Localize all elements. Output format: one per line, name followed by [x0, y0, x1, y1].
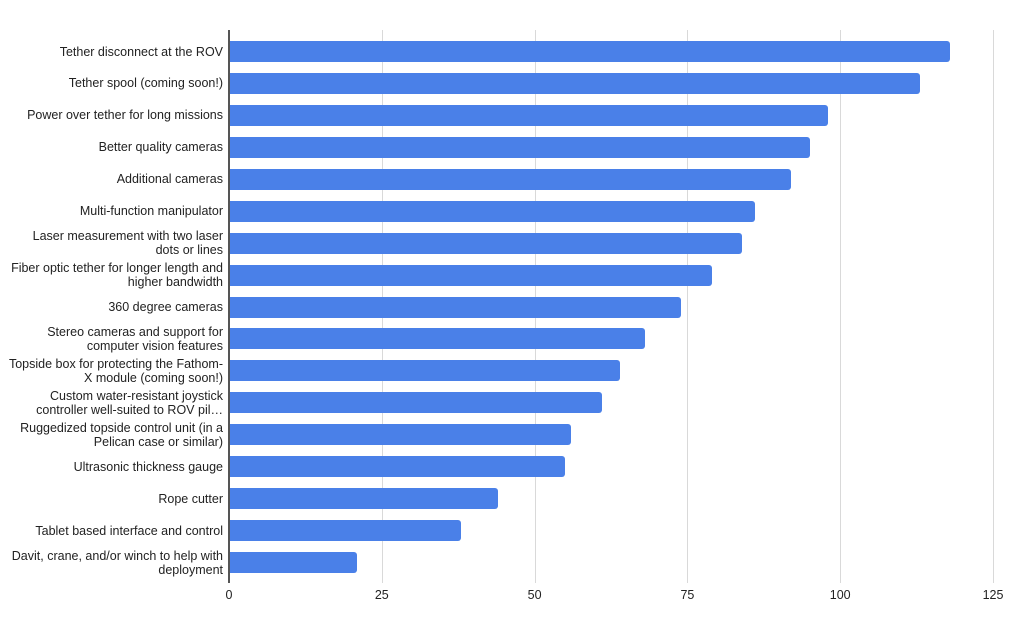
category-label: Additional cameras	[116, 172, 223, 186]
bar	[229, 73, 920, 94]
x-tick-label: 50	[527, 588, 542, 602]
category-label: Topside box for protecting the Fathom-X …	[8, 357, 223, 385]
x-tick-label: 100	[829, 588, 851, 602]
x-tick-label: 0	[225, 588, 233, 602]
category-label: Better quality cameras	[98, 140, 223, 154]
gridline	[993, 30, 994, 583]
category-label: Tether disconnect at the ROV	[59, 45, 223, 59]
category-label: 360 degree cameras	[108, 300, 223, 314]
bar	[229, 297, 681, 318]
category-label: Laser measurement with two laser dots or…	[32, 229, 223, 257]
gridline	[840, 30, 841, 583]
bar	[229, 520, 461, 541]
category-label: Multi-function manipulator	[79, 204, 223, 218]
bar	[229, 456, 565, 477]
x-tick-label: 75	[680, 588, 695, 602]
category-label: Fiber optic tether for longer length and…	[11, 261, 223, 289]
category-label: Davit, crane, and/or winch to help with …	[11, 549, 223, 577]
category-label: Tether spool (coming soon!)	[68, 76, 223, 90]
bar	[229, 137, 810, 158]
bar	[229, 105, 828, 126]
gridline	[687, 30, 688, 583]
category-label: Custom water-resistant joystick controll…	[36, 389, 223, 417]
bar	[229, 328, 645, 349]
bar	[229, 41, 950, 62]
x-tick-label: 125	[982, 588, 1004, 602]
category-label: Rope cutter	[158, 492, 223, 506]
category-label: Tablet based interface and control	[35, 524, 223, 538]
y-axis-line	[228, 30, 230, 583]
bar	[229, 488, 498, 509]
bar	[229, 233, 742, 254]
bar	[229, 392, 602, 413]
category-label: Stereo cameras and support for computer …	[47, 325, 223, 353]
bar	[229, 169, 791, 190]
category-label: Power over tether for long missions	[27, 108, 223, 122]
bar	[229, 201, 755, 222]
category-label: Ruggedized topside control unit (in a Pe…	[20, 421, 223, 449]
x-tick-label: 25	[374, 588, 389, 602]
category-label: Ultrasonic thickness gauge	[73, 460, 223, 474]
bar	[229, 265, 712, 286]
bar	[229, 552, 357, 573]
bar	[229, 424, 571, 445]
bar	[229, 360, 620, 381]
